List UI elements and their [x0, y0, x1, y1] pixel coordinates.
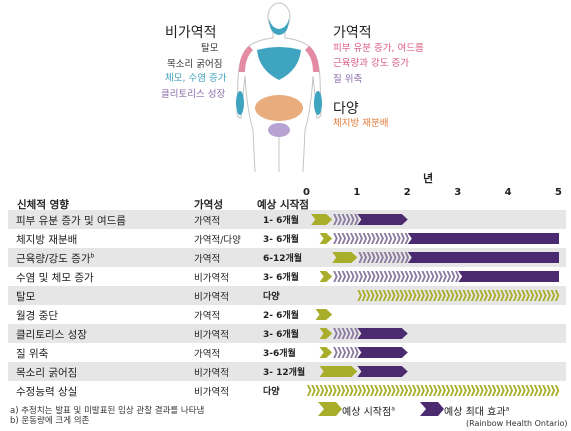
row-effect: 수염 및 체모 증가	[16, 272, 94, 284]
axis-tick-1: 1	[353, 187, 361, 198]
onset-bar	[307, 385, 560, 396]
row-effect: 탈모	[16, 291, 36, 303]
row-reversibility: 가역적	[194, 216, 221, 227]
transition-chevrons	[333, 328, 359, 339]
right-item-0: 피부 유분 증가, 여드름	[333, 43, 424, 54]
legend-max-swatch	[420, 402, 444, 416]
axis-title: 년	[423, 172, 434, 185]
row-onset: 다양	[263, 292, 280, 302]
shoulder-right-region	[305, 46, 319, 72]
row-reversibility: 가역적	[194, 311, 221, 322]
table-row: 피부 유분 증가 및 여드름 가역적 1- 6개월	[8, 210, 566, 229]
table-row: 목소리 굵어짐 비가역적 3- 12개월	[8, 362, 566, 381]
axis-tick-5: 5	[555, 187, 562, 198]
row-onset: 다양	[263, 387, 280, 397]
table-row: 수정능력 상실 비가역적 다양	[8, 381, 566, 400]
axis-tick-2: 2	[403, 187, 411, 198]
onset-bar	[357, 290, 560, 301]
onset-bar	[319, 366, 358, 377]
table-row: 수염 및 체모 증가 비가역적 3- 6개월	[8, 267, 566, 286]
row-onset: 1- 6개월	[263, 216, 299, 226]
transition-chevrons	[358, 252, 410, 263]
header-effect: 신체적 영향	[17, 199, 69, 211]
irreversible-title: 비가역적	[165, 25, 217, 41]
pelvis-region	[268, 123, 290, 137]
row-effect: 목소리 굵어짐	[16, 367, 78, 379]
row-reversibility: 비가역적	[194, 273, 229, 284]
row-reversibility: 비가역적	[194, 330, 229, 341]
row-reversibility: 가역적	[194, 349, 221, 360]
onset-bar	[319, 233, 333, 244]
max-effect-bar	[407, 233, 559, 244]
onset-bar	[319, 347, 333, 358]
row-reversibility: 비가역적	[194, 292, 229, 303]
transition-chevrons	[333, 233, 410, 244]
arm-left-region	[236, 91, 244, 115]
row-onset: 2- 6개월	[263, 311, 299, 321]
max-effect-bar	[458, 271, 559, 282]
shoulder-left-region	[239, 46, 253, 72]
max-effect-bar	[357, 347, 408, 358]
right2-item-0: 체지방 재분배	[333, 118, 389, 129]
max-effect-bar	[357, 366, 408, 377]
row-onset: 3- 6개월	[263, 235, 299, 245]
onset-bar	[311, 214, 333, 225]
header-reversibility: 가역성	[194, 199, 223, 211]
row-effect: 월경 중단	[16, 310, 58, 322]
onset-bar	[332, 252, 358, 263]
body-figure	[236, 2, 322, 172]
legend-onset-label: 예상 시작점a	[342, 405, 395, 418]
beard-region	[269, 18, 289, 35]
max-effect-bar	[357, 328, 408, 339]
row-onset: 3- 12개월	[263, 368, 306, 378]
variable-title: 다양	[333, 101, 359, 117]
row-onset: 6-12개월	[263, 254, 303, 264]
row-onset: 3- 6개월	[263, 330, 299, 340]
chest-region	[257, 47, 301, 80]
table-row: 클리토리스 성장 비가역적 3- 6개월	[8, 324, 566, 343]
right-item-2: 질 위축	[333, 74, 363, 85]
left-item-2: 체모, 수염 증가	[165, 73, 227, 84]
reversible-title: 가역적	[333, 25, 372, 41]
footnote-b: b) 운동량에 크게 의존	[10, 416, 90, 426]
legend-max-label: 예상 최대 효과a	[444, 405, 510, 418]
row-reversibility: 가역적	[194, 254, 221, 265]
row-effect: 수정능력 상실	[16, 386, 78, 398]
row-onset: 3-6개월	[263, 349, 296, 359]
table-row: 질 위축 가역적 3-6개월	[8, 343, 566, 362]
axis-tick-3: 3	[454, 187, 462, 198]
transition-chevrons	[333, 347, 359, 358]
arm-right-region	[314, 91, 322, 115]
table-row: 체지방 재분배 가역적/다양 3- 6개월	[8, 229, 566, 248]
row-reversibility: 비가역적	[194, 387, 229, 398]
footnote-a: a) 추정치는 발표 및 미발표된 임상 관찰 결과를 나타냄	[10, 406, 205, 416]
right-item-1: 근육량과 강도 증가	[333, 58, 409, 69]
axis-tick-0: 0	[303, 187, 310, 198]
row-onset: 3- 6개월	[263, 273, 299, 283]
max-effect-bar	[407, 252, 559, 263]
axis-tick-4: 4	[504, 187, 512, 198]
table-row: 월경 중단 가역적 2- 6개월	[8, 305, 566, 324]
onset-bar	[319, 271, 333, 282]
belly-region	[255, 95, 303, 121]
row-effect: 질 위축	[16, 348, 49, 360]
onset-bar	[319, 328, 333, 339]
row-effect: 체지방 재분배	[16, 234, 78, 246]
transition-chevrons	[333, 271, 460, 282]
source-credit: (Rainbow Health Ontario)	[466, 419, 568, 428]
onset-bar	[315, 309, 333, 320]
row-effect: 클리토리스 성장	[16, 329, 87, 341]
left-item-0: 탈모	[201, 43, 219, 54]
legend-onset-swatch	[318, 402, 342, 416]
row-reversibility: 비가역적	[194, 368, 229, 379]
header-onset: 예상 시작점	[257, 199, 309, 211]
row-effect: 피부 유분 증가 및 여드름	[16, 215, 126, 227]
left-item-3: 클리토리스 성장	[161, 89, 226, 100]
max-effect-bar	[357, 214, 408, 225]
left-item-1: 목소리 굵어짐	[167, 59, 223, 70]
row-reversibility: 가역적/다양	[194, 235, 241, 246]
transition-chevrons	[333, 214, 359, 225]
row-effect: 근육량/강도 증가b	[16, 252, 95, 266]
